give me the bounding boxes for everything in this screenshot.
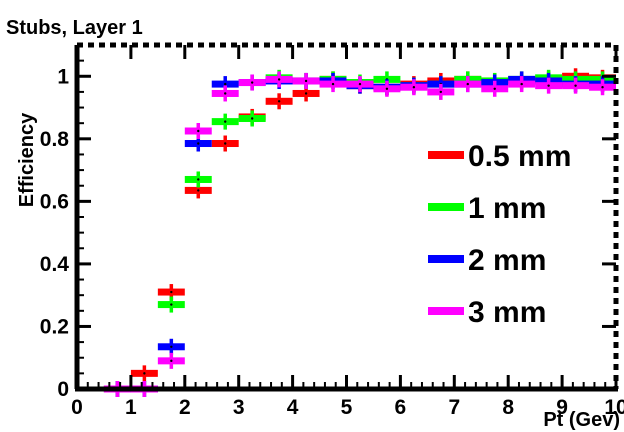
plot-area: 0 1 2 3 4 5 6 7 8 9 10 0 0.2 0.4 0.6 0.8 1 [40, 42, 624, 419]
y-tick-label: 0.8 [40, 128, 70, 151]
x-tick-label: 1 [125, 396, 137, 419]
legend-swatch [428, 203, 464, 211]
legend-swatch [428, 307, 464, 315]
data-point-marker [493, 87, 496, 90]
data-point-marker [197, 178, 200, 181]
data-point-marker [358, 82, 362, 86]
x-tick-label: 9 [556, 396, 568, 419]
data-point-marker [170, 345, 173, 348]
data-point-marker [412, 86, 416, 89]
data-point-marker [224, 142, 227, 145]
legend-label: 0.5 mm [468, 140, 571, 173]
data-point-marker [197, 189, 200, 192]
y-tick-label: 0.4 [40, 253, 70, 276]
data-point-marker [170, 359, 173, 363]
y-tick-label: 1 [57, 65, 69, 88]
data-point-marker [304, 79, 308, 83]
x-tick-label: 6 [395, 396, 407, 419]
x-tick-label: 7 [448, 396, 460, 419]
data-point-marker [304, 92, 308, 95]
legend-label: 2 mm [468, 244, 546, 277]
x-tick-label: 5 [341, 396, 353, 419]
series-3 [103, 71, 616, 397]
x-tick-label: 4 [287, 396, 299, 419]
legend: 0.5 mm 1 mm 2 mm 3 mm [428, 140, 571, 329]
data-point-marker [224, 92, 227, 95]
data-point-marker [601, 86, 604, 89]
data-point-marker [331, 82, 335, 86]
y-tick-label: 0 [57, 378, 69, 401]
data-point-marker [250, 117, 254, 120]
data-point-marker [170, 303, 173, 306]
x-tick-label: 8 [502, 396, 514, 419]
data-point-marker [224, 82, 227, 86]
data-point-marker [547, 84, 550, 87]
x-tick-label: 2 [179, 396, 191, 419]
data-point-marker [250, 81, 254, 84]
x-tick-label: 3 [233, 396, 245, 419]
data-point-marker [143, 372, 146, 375]
x-tick-label: 0 [71, 396, 83, 419]
data-point-marker [439, 90, 443, 94]
data-point-marker [385, 87, 389, 90]
legend-label: 1 mm [468, 192, 546, 225]
legend-swatch [428, 151, 464, 159]
data-point-marker [277, 78, 281, 81]
data-point-marker [170, 290, 173, 294]
data-point-marker [197, 142, 200, 145]
data-point-marker [520, 82, 523, 86]
legend-swatch [428, 255, 464, 263]
chart-title: Stubs, Layer 1 [6, 17, 143, 39]
data-point-marker [277, 100, 281, 103]
y-axis-label: Efficiency [16, 112, 38, 207]
y-tick-label: 0.6 [40, 190, 69, 213]
x-axis-label: Pt (Gev) [543, 409, 620, 431]
x-tick-label: 10 [604, 396, 624, 419]
legend-label: 3 mm [468, 296, 546, 329]
data-point-marker [224, 120, 227, 123]
data-point-marker [574, 84, 577, 87]
y-tick-label: 0.2 [40, 315, 69, 338]
data-point-marker [197, 129, 200, 133]
data-point-marker [466, 82, 469, 86]
